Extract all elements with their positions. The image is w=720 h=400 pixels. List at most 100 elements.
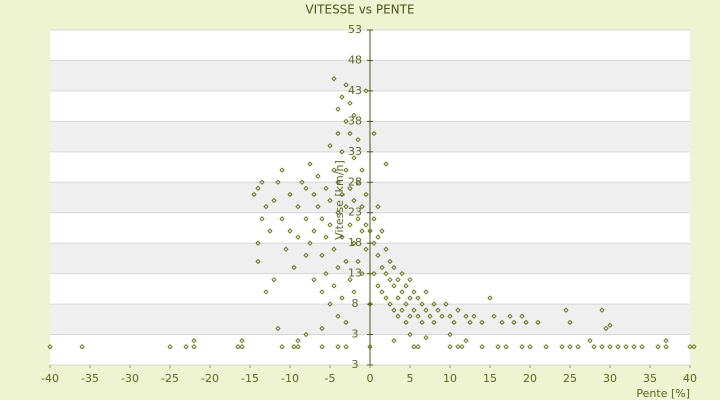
point	[339, 191, 345, 198]
point	[303, 252, 309, 259]
point	[335, 313, 341, 319]
point	[239, 344, 245, 350]
point	[183, 344, 189, 350]
point	[335, 344, 341, 350]
x-tick-label: -25	[161, 372, 179, 385]
point	[403, 301, 409, 307]
point	[467, 319, 473, 326]
point	[383, 161, 389, 167]
point	[339, 295, 345, 301]
point	[535, 319, 541, 326]
point	[331, 246, 337, 252]
point	[275, 325, 281, 332]
point	[431, 319, 437, 326]
point	[399, 289, 405, 295]
point	[167, 344, 173, 350]
point	[519, 344, 525, 350]
point	[379, 264, 385, 271]
point	[343, 203, 349, 210]
point	[455, 344, 461, 350]
point	[427, 313, 433, 319]
point	[387, 258, 393, 265]
point	[343, 344, 349, 350]
point	[567, 344, 573, 350]
x-tick-label: 0	[367, 372, 374, 385]
point	[615, 344, 621, 350]
point	[359, 228, 365, 234]
point	[287, 191, 293, 198]
point	[411, 289, 417, 295]
point	[255, 240, 261, 246]
point	[315, 173, 321, 179]
point	[351, 112, 357, 118]
point	[455, 307, 461, 313]
point	[331, 76, 337, 82]
point	[367, 344, 373, 350]
point	[379, 289, 385, 295]
x-tick-label: 20	[523, 372, 537, 385]
point	[371, 130, 377, 137]
point	[279, 216, 285, 222]
point	[295, 203, 301, 210]
point	[607, 344, 613, 350]
point	[47, 344, 53, 350]
point	[191, 337, 197, 344]
point	[327, 222, 333, 228]
y-tick-label: 53	[348, 23, 362, 36]
point	[315, 203, 321, 210]
point	[375, 234, 381, 240]
x-tick-label: 15	[483, 372, 497, 385]
point	[335, 264, 341, 271]
point	[363, 88, 369, 94]
point	[343, 258, 349, 265]
point	[415, 344, 421, 350]
x-tick-label: -10	[281, 372, 299, 385]
point	[367, 228, 373, 234]
point	[523, 319, 529, 326]
point	[407, 295, 413, 301]
point	[295, 344, 301, 350]
point	[303, 216, 309, 222]
point	[279, 344, 285, 350]
point	[623, 344, 629, 350]
point	[343, 319, 349, 326]
y-tick-label: 8	[352, 297, 359, 310]
y-tick-label: 43	[348, 84, 362, 97]
point	[359, 203, 365, 210]
point	[415, 295, 421, 301]
point	[603, 325, 609, 332]
point	[347, 222, 353, 228]
point	[303, 185, 309, 192]
point	[371, 270, 377, 277]
point	[79, 344, 85, 350]
point	[383, 246, 389, 252]
point	[391, 337, 397, 344]
point	[451, 319, 457, 326]
point	[491, 313, 497, 319]
point	[423, 289, 429, 295]
point	[543, 344, 549, 350]
point	[263, 289, 269, 295]
point	[447, 331, 453, 338]
x-tick-label: 5	[407, 372, 414, 385]
point	[235, 344, 241, 350]
point	[599, 344, 605, 350]
point	[271, 277, 277, 283]
point	[251, 191, 257, 198]
point	[463, 337, 469, 344]
point	[347, 100, 353, 106]
point	[343, 167, 349, 173]
point	[239, 337, 245, 344]
point	[495, 344, 501, 350]
point	[319, 289, 325, 295]
point	[335, 179, 341, 185]
point	[663, 337, 669, 344]
x-tick-label: 40	[683, 372, 697, 385]
x-tick-label: -5	[325, 372, 336, 385]
point	[507, 313, 513, 319]
y-axis-title: Vitesse [km/h]	[333, 160, 346, 240]
point	[599, 307, 605, 313]
y-tick-label: 3	[352, 328, 359, 341]
point	[587, 337, 593, 344]
